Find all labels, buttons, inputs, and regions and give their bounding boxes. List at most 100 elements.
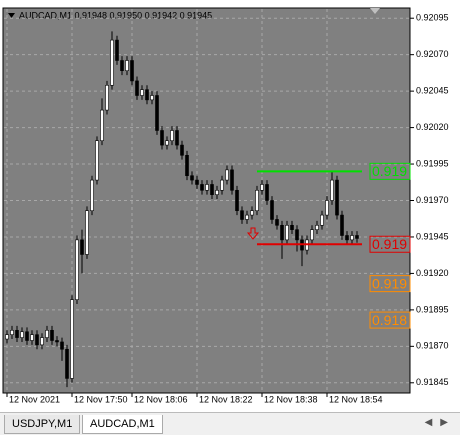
symbol-tab[interactable]: USDJPY,M1: [4, 415, 81, 434]
candle-body: [160, 130, 164, 146]
y-tick-label: 0.91995: [416, 158, 449, 168]
candle-body: [255, 189, 259, 212]
x-tick-label: 12 Nov 18:54: [329, 394, 383, 404]
candle-body: [40, 337, 44, 346]
level-label: 0.919: [372, 163, 407, 179]
candle-body: [110, 39, 114, 86]
candle-body: [135, 80, 139, 96]
candle-body: [150, 95, 154, 101]
y-tick-label: 0.91895: [416, 304, 449, 314]
candle-body: [275, 219, 279, 226]
candle-body: [210, 184, 214, 195]
candle-body: [120, 60, 124, 72]
candle-body: [340, 214, 344, 236]
candle-body: [125, 60, 129, 72]
candle-body: [205, 184, 209, 191]
candle-body: [335, 179, 339, 216]
candle-body: [170, 130, 174, 142]
candle-body: [85, 210, 89, 255]
level-label-box: [369, 311, 411, 329]
sell-arrow: [246, 227, 260, 240]
candle-body: [225, 169, 229, 181]
level-label: 0.918: [372, 312, 407, 328]
x-tick-label: 12 Nov 17:50: [74, 394, 128, 404]
candle-body: [80, 239, 84, 255]
candle-body: [45, 329, 49, 338]
candle-body: [220, 179, 224, 191]
candle-body: [200, 184, 204, 191]
candle-body: [330, 179, 334, 201]
y-tick-label: 0.92020: [416, 122, 449, 132]
candle-body: [215, 189, 219, 195]
y-tick-label: 0.91945: [416, 231, 449, 241]
chart-title: AUDCAD,M1 0.91948 0.91950 0.91942 0.9194…: [19, 10, 212, 20]
candle-body: [310, 229, 314, 241]
candle-body: [5, 334, 9, 340]
y-tick-label: 0.91970: [416, 195, 449, 205]
candle-body: [75, 239, 79, 300]
candle-body: [245, 214, 249, 220]
level-label: 0.919: [372, 275, 407, 291]
candle-body: [195, 179, 199, 185]
candle-body: [65, 348, 69, 379]
candle-body: [140, 89, 144, 96]
candle-body: [280, 224, 284, 241]
candle-body: [250, 210, 254, 216]
candle-body: [50, 329, 54, 341]
level-label-box: [369, 275, 411, 293]
y-tick-label: 0.92095: [416, 13, 449, 23]
level-label: 0.919: [372, 236, 407, 252]
candle-body: [60, 341, 64, 350]
candle-body: [345, 235, 349, 241]
candle-body: [115, 39, 119, 61]
candle-body: [100, 109, 104, 142]
chart: AUDCAD,M1 0.91948 0.91950 0.91942 0.9194…: [2, 7, 449, 404]
y-tick-label: 0.91845: [416, 377, 449, 387]
x-tick-label: 12 Nov 18:06: [134, 394, 188, 404]
candle-body: [70, 299, 74, 379]
y-tick-label: 0.92070: [416, 49, 449, 59]
level-label-box: [369, 235, 411, 253]
candle-body: [35, 334, 39, 346]
candle-body: [10, 329, 14, 335]
candle-body: [285, 224, 289, 241]
candle-body: [185, 154, 189, 177]
candle-body: [235, 189, 239, 212]
candle-body: [355, 235, 359, 239]
candle-body: [55, 340, 59, 343]
candle-body: [165, 140, 169, 146]
candle-body: [190, 175, 194, 181]
candle-body: [320, 214, 324, 226]
y-tick-label: 0.92045: [416, 86, 449, 96]
y-tick-label: 0.91920: [416, 268, 449, 278]
candle-body: [265, 184, 269, 201]
candle-body: [25, 331, 29, 341]
candle-body: [230, 169, 234, 191]
candle-body: [180, 144, 184, 156]
tab-bar: ◀▶ USDJPY,M1 AUDCAD,M1: [0, 412, 460, 435]
candle-body: [145, 89, 149, 101]
candle-body: [130, 60, 134, 82]
candle-body: [20, 331, 24, 338]
candle-body: [105, 84, 109, 111]
x-tick-label: 12 Nov 18:22: [199, 394, 253, 404]
symbol-tab[interactable]: AUDCAD,M1: [82, 415, 163, 434]
candle-body: [350, 235, 354, 241]
candle-body: [175, 130, 179, 146]
candle-body: [290, 224, 294, 230]
x-tick-label: 12 Nov 18:38: [264, 394, 318, 404]
tab-scroll[interactable]: ◀▶: [424, 417, 456, 428]
candle-body: [90, 179, 94, 212]
candle-body: [240, 210, 244, 220]
candle-body: [30, 334, 34, 341]
y-tick-label: 0.91870: [416, 341, 449, 351]
x-tick-label: 12 Nov 2021: [9, 394, 60, 404]
menu-triangle[interactable]: [8, 13, 15, 18]
candle-body: [270, 200, 274, 220]
level-label-box: [369, 162, 411, 180]
candle-body: [325, 200, 329, 216]
candle-body: [155, 95, 159, 131]
candle-body: [260, 184, 264, 191]
candle-body: [15, 329, 19, 338]
